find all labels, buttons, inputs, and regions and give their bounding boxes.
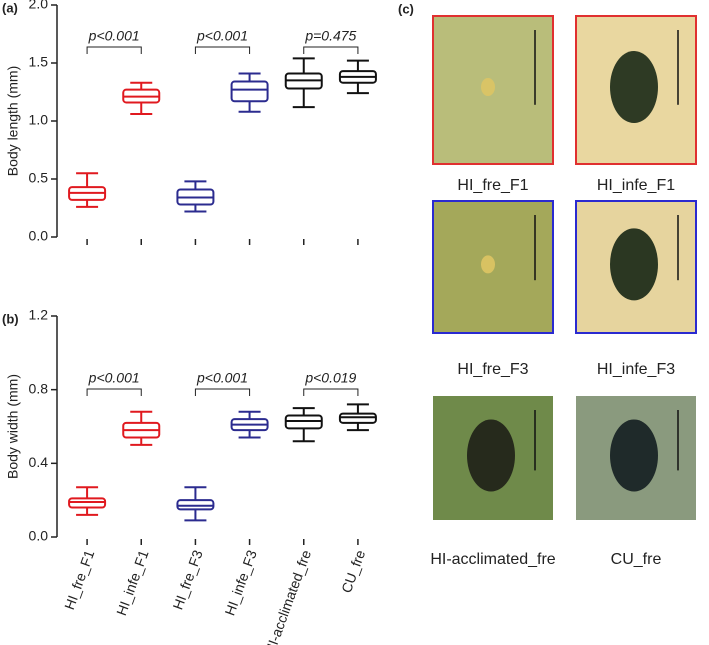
y-tick-label: 0.5 bbox=[29, 170, 49, 186]
aphid bbox=[610, 228, 658, 301]
p-value: p<0.019 bbox=[304, 370, 356, 386]
aphid bbox=[481, 255, 495, 274]
p-value: p<0.001 bbox=[88, 370, 140, 386]
photo-caption: HI_infe_F3 bbox=[597, 361, 675, 378]
photo-caption: HI_fre_F1 bbox=[457, 177, 528, 194]
x-tick-label: HI_fre_F1 bbox=[61, 548, 97, 612]
panel-label: (a) bbox=[2, 0, 18, 15]
bracket bbox=[86, 388, 142, 396]
photo-caption: HI_fre_F3 bbox=[457, 361, 528, 378]
photo-caption: HI_infe_F1 bbox=[597, 177, 675, 194]
bracket bbox=[303, 388, 359, 396]
x-tick-label: HI-acclimated_fre bbox=[261, 548, 314, 645]
p-value: p<0.001 bbox=[196, 28, 248, 44]
aphid bbox=[610, 419, 658, 492]
bracket bbox=[194, 388, 251, 396]
y-tick-label: 0.4 bbox=[29, 454, 49, 470]
y-tick-label: 2.0 bbox=[29, 0, 49, 12]
x-tick-label: HI_fre_F3 bbox=[169, 548, 205, 612]
x-tick-label: HI_infe_F1 bbox=[113, 548, 152, 618]
aphid bbox=[467, 419, 515, 492]
y-axis-label: Body width (mm) bbox=[5, 374, 21, 479]
x-tick-label: HI_infe_F3 bbox=[221, 548, 260, 618]
box bbox=[230, 80, 269, 103]
y-tick-label: 1.5 bbox=[29, 54, 49, 70]
bracket bbox=[194, 46, 251, 54]
aphid bbox=[481, 78, 495, 97]
aphid bbox=[610, 51, 658, 124]
photo-caption: HI-acclimated_fre bbox=[430, 551, 555, 568]
p-value: p<0.001 bbox=[196, 370, 248, 386]
bracket bbox=[86, 46, 142, 54]
photo-caption: CU_fre bbox=[611, 551, 662, 568]
panel-label: (c) bbox=[398, 1, 414, 16]
panel-label: (b) bbox=[2, 311, 19, 326]
bracket bbox=[303, 46, 359, 54]
p-value: p<0.001 bbox=[88, 28, 140, 44]
y-tick-label: 0.0 bbox=[29, 228, 49, 244]
y-tick-label: 1.0 bbox=[29, 112, 49, 128]
y-tick-label: 0.8 bbox=[29, 380, 49, 396]
y-tick-label: 0.0 bbox=[29, 528, 49, 544]
y-tick-label: 1.2 bbox=[29, 307, 49, 323]
x-tick-label: CU_fre bbox=[338, 548, 368, 595]
y-axis-label: Body length (mm) bbox=[5, 66, 21, 176]
p-value: p=0.475 bbox=[304, 28, 356, 44]
